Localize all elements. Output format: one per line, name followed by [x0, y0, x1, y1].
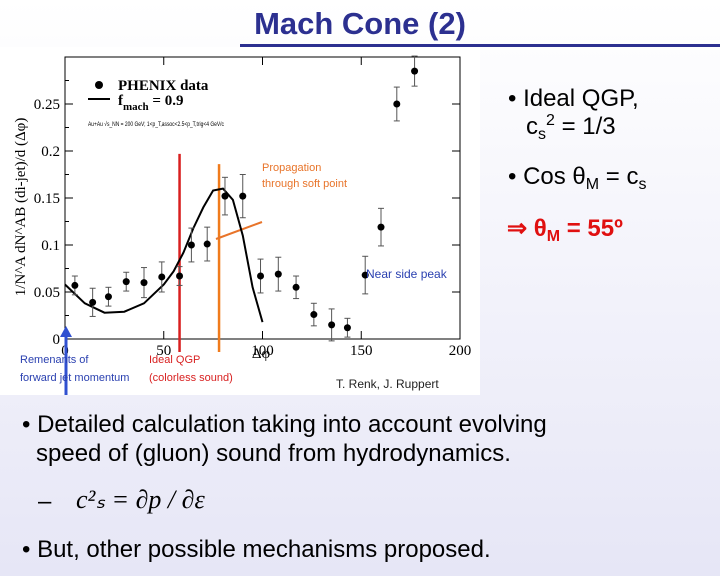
bullet-other-mechanisms: • But, other possible mechanisms propose…	[22, 536, 491, 563]
legend-condition: Au+Au √s_NN = 200 GeV; 1<p_T,assoc<2.5<p…	[88, 120, 225, 128]
implies-theta: ⇒ θ	[507, 215, 547, 242]
annotation-remnants-line2: forward jet momentum	[20, 372, 129, 384]
data-point	[239, 192, 247, 200]
bullet-ideal-qgp: • Ideal QGP, cs2 = 1/3	[508, 85, 639, 144]
x-tick-label: 50	[156, 343, 171, 359]
data-point	[187, 241, 195, 249]
equals-cs: = c	[599, 163, 639, 190]
legend-fit-f: f	[118, 93, 124, 109]
bullet-detailed-line2: speed of (gluon) sound from hydrodynamic…	[36, 440, 511, 467]
x-tick-label: 100	[251, 343, 274, 359]
credit-text: T. Renk, J. Ruppert	[336, 377, 439, 391]
cos-theta-text: • Cos θ	[508, 163, 586, 190]
legend-fit-sub: mach	[123, 101, 149, 113]
propagation-pointer	[215, 221, 263, 240]
cs-subscript-2: s	[638, 176, 647, 193]
x-axis-label: Δφ	[252, 346, 271, 362]
cs-symbol: c	[526, 113, 538, 140]
data-point	[377, 223, 385, 231]
data-point	[310, 311, 318, 319]
data-point	[411, 67, 419, 75]
y-tick-label: 0.2	[41, 144, 60, 160]
bullet-cos-theta: • Cos θM = cs	[508, 163, 646, 194]
legend-fit-label: fmach = 0.9	[118, 93, 183, 113]
x-tick-label: 150	[350, 343, 373, 359]
annotation-ideal-line2: (colorless sound)	[149, 372, 233, 384]
legend-data-marker	[95, 81, 103, 89]
data-point	[361, 271, 369, 279]
annotation-propagation-line2: through soft point	[262, 178, 347, 190]
y-tick-label: 0.05	[34, 285, 60, 301]
theta-m-subscript: M	[585, 176, 600, 193]
y-tick-label: 0.15	[34, 191, 60, 207]
bullet-ideal-qgp-line2: cs2 = 1/3	[508, 112, 639, 144]
annotation-remnants-line1: Remenants of	[20, 354, 89, 366]
title-rule	[484, 44, 720, 47]
bullet-theta-result: ⇒ θM = 55º	[507, 215, 623, 246]
annotations: Propagation through soft point Near side…	[20, 162, 448, 391]
cs-subscript: s	[538, 126, 546, 143]
y-axis-label: 1/N^A dN^AB (di-jet)/d (Δφ)	[13, 118, 29, 297]
remnants-arrow-head	[60, 326, 72, 337]
data-point	[257, 272, 265, 280]
bullet-ideal-qgp-line1: • Ideal QGP,	[508, 85, 639, 112]
theta-result-value: = 55º	[560, 215, 623, 242]
cs-value: = 1/3	[554, 113, 616, 140]
annotation-propagation-line1: Propagation	[262, 162, 321, 174]
y-tick-label: 0	[53, 332, 61, 348]
title-underline	[240, 44, 486, 47]
annotation-ideal-line1: Ideal QGP	[149, 354, 200, 366]
page-title: Mach Cone (2)	[254, 6, 466, 41]
legend: PHENIX data fmach = 0.9 Au+Au √s_NN = 20…	[88, 78, 225, 128]
mach-cone-chart: 00.050.10.150.20.25 050100150200 1/N^A d…	[13, 55, 472, 400]
bullet-detailed-calculation: • Detailed calculation taking into accou…	[22, 410, 547, 468]
sub-bullet-dash: –	[38, 488, 52, 515]
data-point	[89, 298, 97, 306]
y-tick-label: 0.1	[41, 238, 60, 254]
data-point	[158, 273, 166, 281]
data-point	[221, 192, 229, 200]
legend-fit-rest: = 0.9	[149, 93, 184, 109]
data-point	[328, 321, 336, 329]
cs-superscript: 2	[546, 112, 555, 129]
data-point	[104, 293, 112, 301]
x-tick-label: 200	[449, 343, 472, 359]
sound-speed-formula: c²ₛ = ∂p / ∂ε	[76, 485, 205, 514]
data-point	[203, 240, 211, 248]
plot-panel: 00.050.10.150.20.25 050100150200 1/N^A d…	[0, 47, 480, 400]
data-point	[274, 270, 282, 278]
y-tick-label: 0.25	[34, 97, 60, 113]
data-point	[122, 278, 130, 286]
data-point	[393, 100, 401, 108]
data-point	[343, 324, 351, 332]
plot-frame	[64, 56, 461, 340]
theta-result-subscript: M	[546, 228, 561, 245]
data-point	[71, 281, 79, 289]
data-point	[176, 272, 184, 280]
legend-data-label: PHENIX data	[118, 78, 209, 94]
bullet-detailed-line1: • Detailed calculation taking into accou…	[22, 411, 547, 438]
annotation-near-side: Near side peak	[366, 267, 448, 281]
fit-curve	[64, 187, 264, 323]
data-point	[292, 283, 300, 291]
data-point	[140, 279, 148, 287]
